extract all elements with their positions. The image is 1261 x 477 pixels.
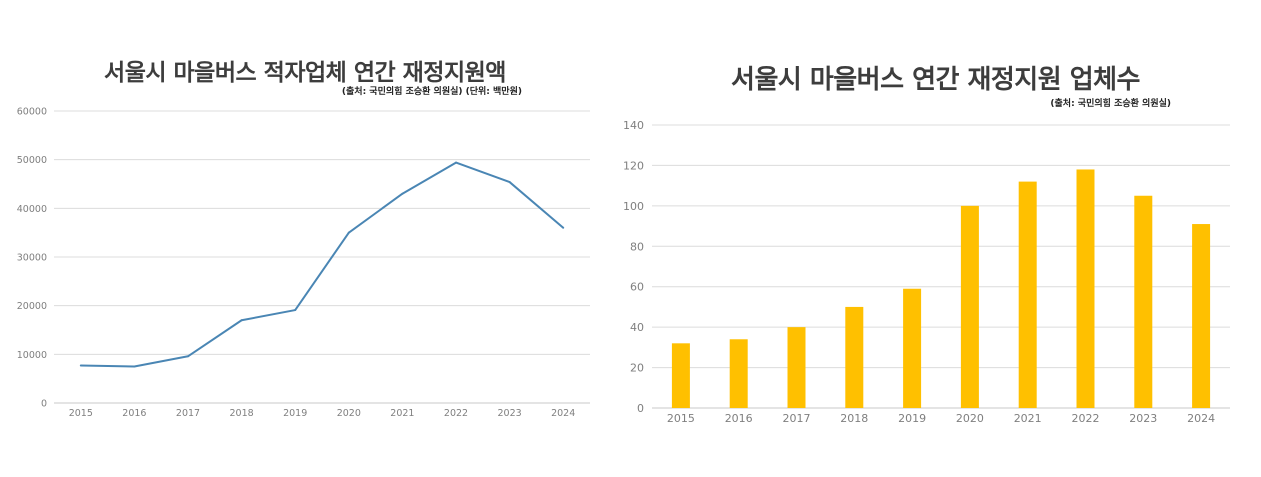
x-tick-label: 2018 xyxy=(840,412,868,425)
y-tick-label: 20000 xyxy=(17,301,47,312)
x-tick-label: 2016 xyxy=(122,408,146,419)
data-point xyxy=(455,161,457,164)
left-chart-panel: 서울시 마을버스 적자업체 연간 재정지원액 (출처: 국민의힘 조승환 의원실… xyxy=(0,0,610,477)
bar xyxy=(1192,224,1211,408)
x-tick-label: 2015 xyxy=(667,412,695,425)
y-tick-label: 60 xyxy=(630,281,644,294)
y-tick-label: 0 xyxy=(41,399,47,410)
y-tick-label: 100 xyxy=(623,200,644,213)
bar xyxy=(1076,169,1095,408)
right-chart-panel: 서울시 마을버스 연간 재정지원 업체수 (출처: 국민의힘 조승환 의원실) … xyxy=(610,0,1261,477)
x-tick-label: 2020 xyxy=(337,408,361,419)
bar xyxy=(1134,195,1153,408)
y-tick-label: 30000 xyxy=(17,253,47,264)
x-tick-label: 2021 xyxy=(1014,412,1042,425)
x-tick-label: 2018 xyxy=(230,408,254,419)
x-tick-label: 2024 xyxy=(1187,412,1215,425)
x-tick-label: 2015 xyxy=(69,408,93,419)
y-tick-label: 0 xyxy=(637,402,644,415)
right-chart-title: 서울시 마을버스 연간 재정지원 업체수 xyxy=(731,65,1140,95)
y-tick-label: 60000 xyxy=(17,107,47,118)
data-point xyxy=(294,309,297,312)
data-point xyxy=(562,226,565,229)
y-tick-label: 50000 xyxy=(17,155,47,166)
x-tick-label: 2022 xyxy=(444,408,468,419)
y-tick-label: 40000 xyxy=(17,204,47,215)
y-tick-label: 120 xyxy=(623,159,644,172)
bar-chart: 0 20 40 60 80 100 120 140 2015 2016 2017 2018 2019 20… xyxy=(623,119,1230,425)
x-tick-label: 2017 xyxy=(783,412,811,425)
bar xyxy=(845,306,864,408)
data-point xyxy=(347,231,350,234)
x-tick-label: 2017 xyxy=(176,408,200,419)
x-tick-label: 2020 xyxy=(956,412,984,425)
bar xyxy=(787,327,806,408)
data-point xyxy=(401,192,404,195)
data-point xyxy=(79,364,82,367)
bar xyxy=(729,339,748,408)
x-tick-label: 2023 xyxy=(498,408,522,419)
series-line xyxy=(80,161,564,368)
bar xyxy=(903,288,922,408)
y-tick-label: 40 xyxy=(630,321,644,334)
bar xyxy=(671,343,690,408)
x-tick-label: 2019 xyxy=(898,412,926,425)
left-chart-source: (출처: 국민의힘 조승환 의원실) (단위: 백만원) xyxy=(341,87,522,97)
data-point xyxy=(508,181,511,184)
x-tick-label: 2019 xyxy=(283,408,307,419)
x-tick-label: 2022 xyxy=(1072,412,1100,425)
y-tick-label: 20 xyxy=(630,362,644,375)
x-tick-label: 2021 xyxy=(390,408,414,419)
y-tick-label: 80 xyxy=(630,240,644,253)
right-chart-source: (출처: 국민의힘 조승환 의원실) xyxy=(1050,99,1171,109)
x-tick-label: 2016 xyxy=(725,412,753,425)
data-point xyxy=(187,355,189,358)
y-tick-label: 10000 xyxy=(17,350,47,361)
x-tick-label: 2024 xyxy=(551,408,575,419)
line-chart: 0 10000 20000 30000 40000 50000 60000 2015 2016 2… xyxy=(17,107,590,419)
data-point xyxy=(133,365,136,368)
x-tick-label: 2023 xyxy=(1129,412,1157,425)
bar xyxy=(960,205,979,408)
y-tick-label: 140 xyxy=(623,119,644,132)
data-point xyxy=(240,319,243,322)
left-chart-title: 서울시 마을버스 적자업체 연간 재정지원액 xyxy=(104,60,506,86)
bar xyxy=(1018,181,1037,408)
